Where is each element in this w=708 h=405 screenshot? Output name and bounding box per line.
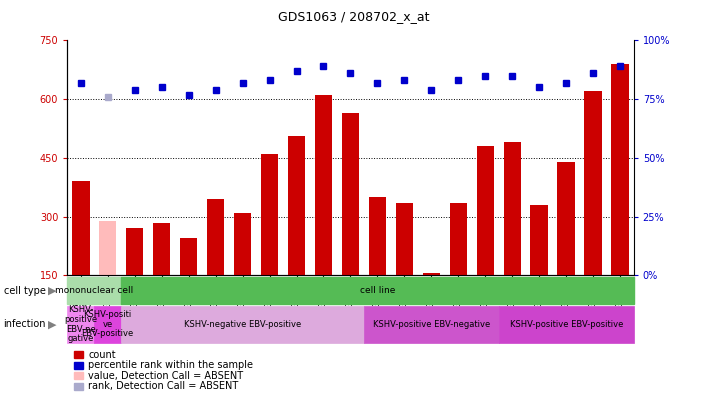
Bar [584, 92, 602, 275]
Bar [67, 277, 121, 304]
Bar [503, 142, 521, 275]
Text: rank, Detection Call = ABSENT: rank, Detection Call = ABSENT [88, 382, 239, 391]
Text: infection: infection [4, 319, 46, 329]
Bar [72, 181, 89, 275]
Text: KSHV-positi
ve
EBV-positive: KSHV-positi ve EBV-positive [81, 310, 134, 339]
Bar [67, 306, 94, 343]
Bar [126, 228, 144, 275]
Text: GDS1063 / 208702_x_at: GDS1063 / 208702_x_at [278, 10, 430, 23]
Text: count: count [88, 350, 116, 360]
Bar [234, 213, 251, 275]
Bar [530, 205, 548, 275]
Text: KSHV-positive EBV-positive: KSHV-positive EBV-positive [510, 320, 623, 329]
Text: KSHV-positive EBV-negative: KSHV-positive EBV-negative [372, 320, 490, 329]
Text: cell type: cell type [4, 286, 45, 296]
Bar [207, 199, 224, 275]
Text: value, Detection Call = ABSENT: value, Detection Call = ABSENT [88, 371, 244, 381]
Bar [557, 162, 575, 275]
Text: KSHV-negative EBV-positive: KSHV-negative EBV-positive [184, 320, 301, 329]
Bar [423, 273, 440, 275]
Text: percentile rank within the sample: percentile rank within the sample [88, 360, 253, 370]
Text: mononuclear cell: mononuclear cell [55, 286, 133, 295]
Bar [396, 203, 413, 275]
Bar [364, 306, 499, 343]
Text: ▶: ▶ [48, 286, 57, 296]
Bar [499, 306, 634, 343]
Bar [94, 306, 121, 343]
Bar [99, 221, 117, 275]
Text: KSHV-
positive
EBV-ne
gative: KSHV- positive EBV-ne gative [64, 305, 97, 343]
Bar [476, 146, 494, 275]
Bar [342, 113, 359, 275]
Bar [180, 238, 198, 275]
Bar [450, 203, 467, 275]
Bar [287, 136, 305, 275]
Bar [261, 154, 278, 275]
Text: ▶: ▶ [48, 319, 57, 329]
Bar [369, 197, 386, 275]
Bar [315, 95, 332, 275]
Text: cell line: cell line [360, 286, 395, 295]
Bar [153, 223, 171, 275]
Bar [612, 64, 629, 275]
Bar [121, 306, 364, 343]
